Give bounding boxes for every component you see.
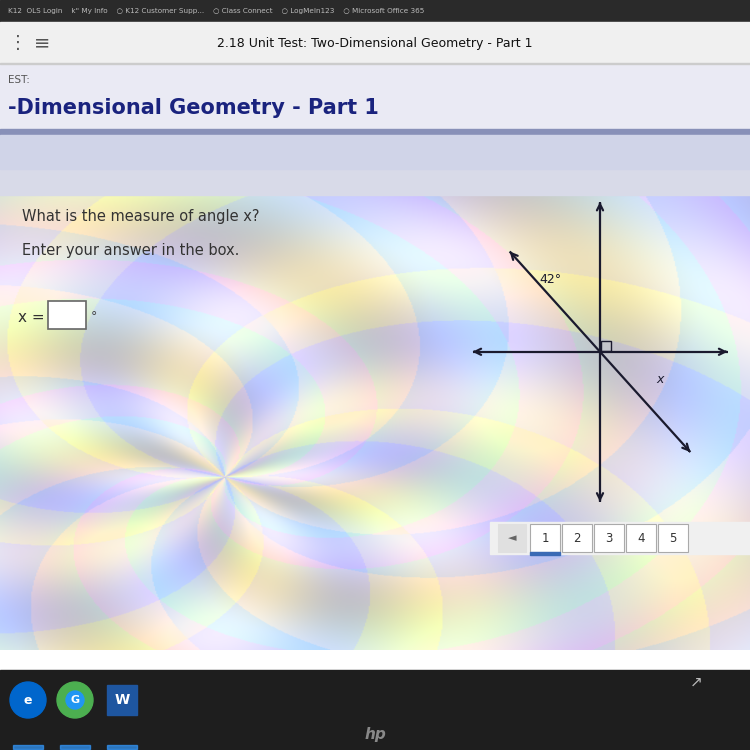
Bar — [0, 22, 750, 64]
Text: 4: 4 — [638, 532, 645, 544]
Text: ⋮: ⋮ — [9, 34, 27, 52]
Text: W: W — [114, 693, 130, 707]
Text: -Dimensional Geometry - Part 1: -Dimensional Geometry - Part 1 — [8, 98, 379, 118]
Text: x =: x = — [18, 310, 50, 325]
Text: EST:: EST: — [8, 75, 30, 85]
Bar — [48, 301, 86, 329]
Text: K12  OLS Login    k" My Info    ○ K12 Customer Supp...    ○ Class Connect    ○ L: K12 OLS Login k" My Info ○ K12 Customer … — [8, 8, 424, 14]
Bar — [0, 63, 750, 64]
Bar — [60, 745, 90, 749]
Bar — [626, 524, 656, 552]
Text: x: x — [656, 374, 664, 386]
Circle shape — [10, 682, 46, 718]
Text: Enter your answer in the box.: Enter your answer in the box. — [22, 244, 239, 259]
Text: ◄: ◄ — [508, 533, 516, 543]
Bar — [530, 524, 560, 552]
Text: 5: 5 — [669, 532, 676, 544]
Text: e: e — [24, 694, 32, 706]
Bar — [13, 745, 43, 749]
Text: What is the measure of angle x?: What is the measure of angle x? — [22, 209, 260, 224]
Bar — [530, 552, 560, 555]
Text: 1: 1 — [542, 532, 549, 544]
Bar — [0, 64, 750, 129]
Bar — [658, 524, 688, 552]
Text: 42°: 42° — [539, 273, 561, 286]
Text: 3: 3 — [605, 532, 613, 544]
Text: hp: hp — [364, 728, 386, 742]
Text: 2: 2 — [573, 532, 580, 544]
Bar — [0, 670, 750, 750]
Text: 2.18 Unit Test: Two-Dimensional Geometry - Part 1: 2.18 Unit Test: Two-Dimensional Geometry… — [217, 37, 532, 50]
Text: ↗: ↗ — [690, 675, 702, 690]
Bar — [0, 155, 750, 195]
Text: °: ° — [91, 310, 98, 323]
Bar — [601, 341, 610, 351]
Bar — [490, 522, 750, 554]
Bar — [107, 685, 137, 715]
Bar — [498, 524, 526, 552]
Bar — [107, 745, 137, 749]
Bar — [0, 129, 750, 135]
Bar — [562, 524, 592, 552]
Circle shape — [66, 691, 84, 709]
Bar — [594, 524, 624, 552]
Bar — [0, 0, 750, 22]
Bar — [0, 135, 750, 169]
Text: G: G — [70, 695, 80, 705]
Text: ≡: ≡ — [34, 34, 50, 53]
Circle shape — [57, 682, 93, 718]
